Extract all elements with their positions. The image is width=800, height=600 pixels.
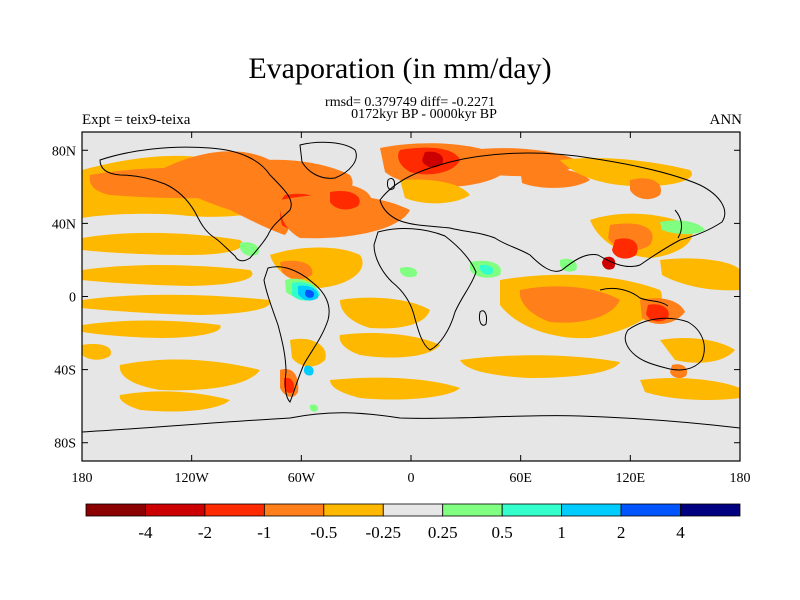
field-region [670,364,688,379]
colorbar-swatch [85,503,146,517]
field-region [519,286,620,323]
coastline-north-america [99,146,292,262]
field-region [284,377,294,394]
field-region [480,264,494,275]
field-region [612,238,638,259]
field-region [240,242,259,256]
period-line: 0172kyr BP - 0000kyr BP [351,107,497,122]
field-region [422,151,444,168]
colorbar-label: -2 [198,523,212,542]
field-region [303,365,314,376]
y-tick-label: 80N [52,144,76,159]
y-tick-label: 0 [69,291,76,306]
field-region [646,304,669,322]
field-region [560,158,692,187]
colorbar-label: -0.25 [366,523,401,542]
field-region [400,179,470,204]
x-tick-label: 180 [730,471,751,486]
y-axis: 80N 40N 0 40S 80S [52,144,740,452]
y-tick-label: 80S [54,437,76,452]
field-region [82,344,111,360]
coastlines [82,141,740,433]
field-region [520,167,590,188]
field-region [640,377,740,400]
field-region [400,267,418,278]
field-region [340,297,430,329]
x-tick-label: 120W [175,471,210,486]
field-region [602,256,616,270]
coastline-maritime-continent [599,287,669,307]
x-tick-label: 120E [616,471,646,486]
experiment-label: Expt = teix9-teixa [82,112,191,128]
colorbar-swatch [620,503,681,517]
field-region [82,265,253,286]
coastline-eurasia [379,152,726,272]
colorbar-label: 0.5 [492,523,513,542]
field-region [119,391,230,412]
coastline-antarctica [82,412,740,433]
colorbar-label: 4 [676,523,685,542]
colorbar-swatch [145,503,206,517]
field-region [630,178,661,200]
x-tick-label: 60E [509,471,532,486]
colorbar-label: 1 [557,523,566,542]
field-region [82,320,221,338]
field-region [330,377,460,400]
field-region [660,220,705,235]
coastline-africa [373,228,477,351]
field-region [660,258,740,291]
colorbar-label: 2 [617,523,626,542]
colorbar-swatch [561,503,622,517]
field-region [660,338,735,363]
stats-line: rmsd= 0.379749 diff= -0.2271 [325,95,495,110]
colorbar-swatch [382,503,444,517]
x-tick-label: 180 [72,471,93,486]
colorbar-label: 0.25 [428,523,458,542]
field-region [305,289,315,298]
field-region [280,260,313,280]
field-region [82,232,243,255]
y-tick-label: 40S [54,364,76,379]
colorbar-swatch [501,503,563,517]
field-region [339,333,440,358]
field-region [330,190,360,210]
x-axis: 180 120W 60W 0 60E 120E 180 [72,132,751,486]
field-region [290,338,326,367]
coastline-greenland [299,141,357,179]
coastline-uk [387,177,395,191]
y-tick-label: 40N [52,217,76,232]
colorbar-label: -0.5 [310,523,337,542]
coastline-japan [674,209,683,239]
coastline-south-america [263,266,330,403]
field-region [119,359,260,391]
x-tick-label: 60W [288,471,316,486]
colorbar-swatch [263,503,325,517]
plot-title: Evaporation (in mm/day) [248,52,552,85]
colorbar-label: -1 [257,523,271,542]
colorbar-label: -4 [138,523,153,542]
field-region [460,355,620,378]
season-label: ANN [709,112,743,128]
coastline-australia [624,317,705,371]
evaporation-field [82,143,740,412]
field-region [82,294,271,315]
coastline-madagascar [479,310,487,326]
colorbar: -4 -2 -1 -0.5 -0.25 0.25 0.5 1 2 4 [85,503,741,542]
colorbar-swatch [680,503,741,517]
colorbar-swatch [204,503,265,517]
colorbar-swatch [442,503,503,517]
field-region [309,404,319,412]
colorbar-swatch [323,503,384,517]
x-tick-label: 0 [408,471,415,486]
